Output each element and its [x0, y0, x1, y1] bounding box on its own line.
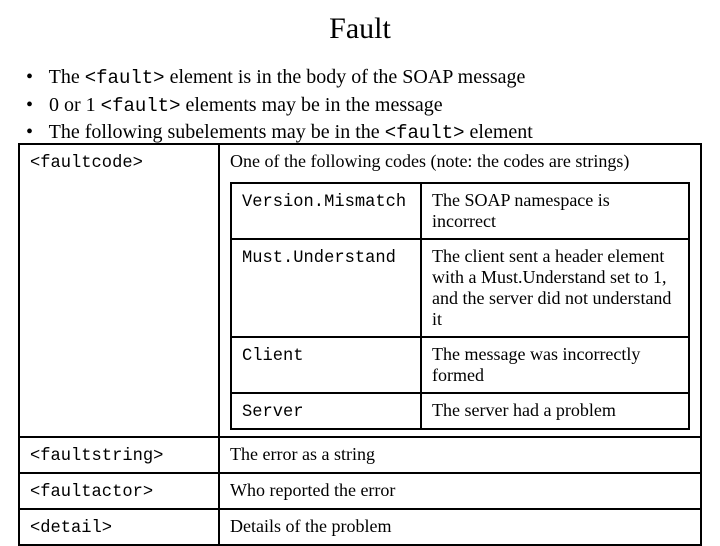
subelement-desc: Who reported the error [219, 473, 701, 509]
bullet-text: The [49, 66, 85, 88]
code-name: Version.Mismatch [242, 193, 406, 212]
subelement-label: <faultstring> [30, 447, 163, 466]
bullet-text: The following subelements may be in the [49, 121, 385, 143]
faultcode-desc: One of the following codes (note: the co… [230, 151, 690, 176]
bullet-text: element [465, 121, 533, 143]
code-fault: <fault> [385, 122, 465, 144]
code-desc: The message was incorrectly formed [421, 337, 689, 393]
table-row: <faultcode> One of the following codes (… [19, 144, 701, 437]
table-row: Version.Mismatch The SOAP namespace is i… [231, 183, 689, 239]
table-row: Client The message was incorrectly forme… [231, 337, 689, 393]
bullet-item: 0 or 1 <fault> elements may be in the me… [26, 92, 702, 120]
page-title: Fault [18, 12, 702, 46]
faultcode-codes-table: Version.Mismatch The SOAP namespace is i… [230, 182, 690, 430]
bullet-text: 0 or 1 [49, 94, 101, 116]
code-desc: The SOAP namespace is incorrect [421, 183, 689, 239]
code-desc: The client sent a header element with a … [421, 239, 689, 337]
bullet-text: elements may be in the message [181, 94, 443, 116]
bullet-item: The <fault> element is in the body of th… [26, 64, 702, 92]
code-fault: <fault> [101, 95, 181, 117]
bullet-list: The <fault> element is in the body of th… [26, 64, 702, 147]
code-name: Server [242, 403, 304, 422]
code-name: Client [242, 347, 304, 366]
table-row: Must.Understand The client sent a header… [231, 239, 689, 337]
table-row: <faultstring> The error as a string [19, 437, 701, 473]
subelement-desc: The error as a string [219, 437, 701, 473]
fault-subelements-table: <faultcode> One of the following codes (… [18, 143, 702, 546]
table-row: <faultactor> Who reported the error [19, 473, 701, 509]
subelement-label: <detail> [30, 519, 112, 538]
table-row: Server The server had a problem [231, 393, 689, 429]
bullet-text: element is in the body of the SOAP messa… [165, 66, 526, 88]
code-name: Must.Understand [242, 249, 396, 268]
subelement-label: <faultactor> [30, 483, 153, 502]
code-fault: <fault> [85, 67, 165, 89]
code-desc: The server had a problem [421, 393, 689, 429]
subelement-label: <faultcode> [30, 154, 143, 173]
